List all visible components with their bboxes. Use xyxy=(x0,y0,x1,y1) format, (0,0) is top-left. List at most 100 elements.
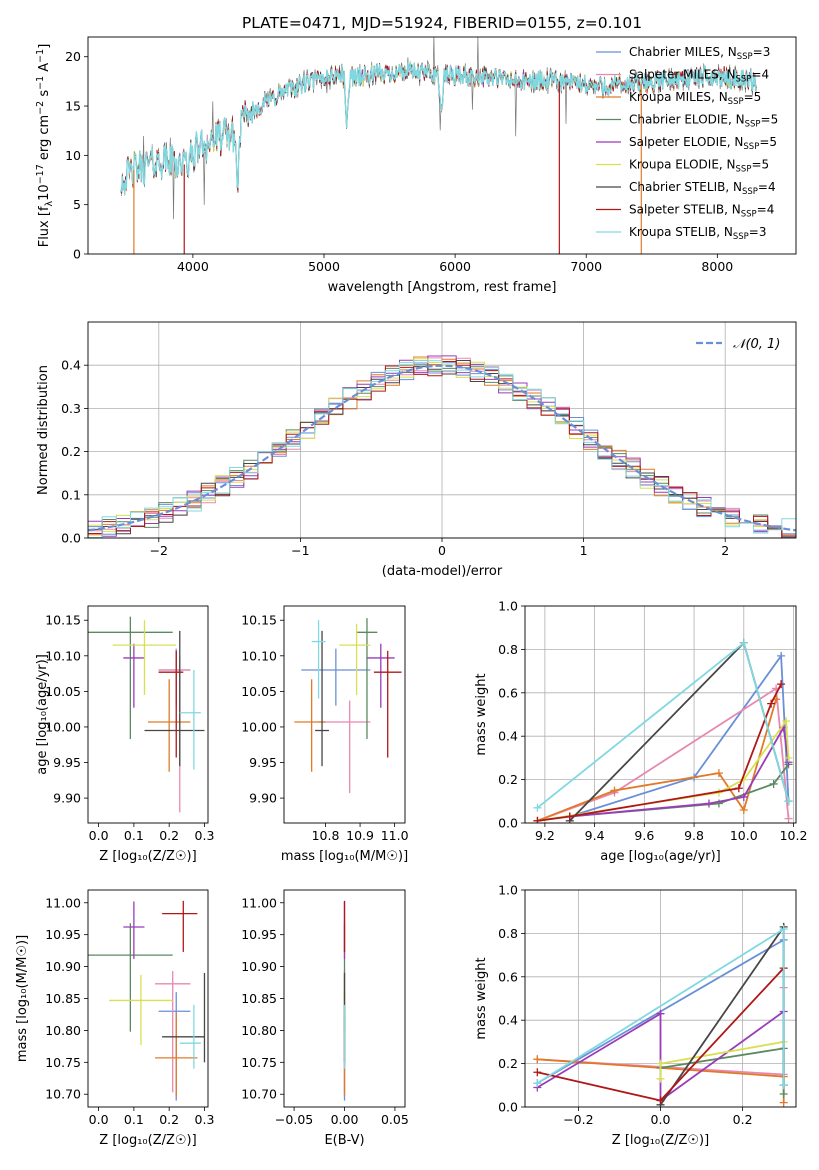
weight-marker xyxy=(779,1081,788,1090)
y-tick-label: 0.2 xyxy=(61,444,81,459)
z-mass-axes: 0.0 0.1 0.2 0.3 10.70 10.75 10.80 10.85 10.90 10.… xyxy=(15,889,215,1148)
legend-model-name: Salpeter MILES xyxy=(629,68,719,82)
z-weight-axes: −0.2 0.0 0.2 0.0 0.2 0.4 0.6 0.8 1.0 Z [log₁₀(Z/Z… xyxy=(474,883,797,1148)
x-tick-label: 6000 xyxy=(439,259,471,274)
errorbar-point xyxy=(179,1004,201,1069)
legend-model-name: Chabrier STELIB xyxy=(629,180,725,194)
y-tick-label: 10.85 xyxy=(241,991,277,1006)
y-tick-label: 0.2 xyxy=(498,772,518,787)
x-tick-label: 2 xyxy=(721,543,729,558)
y-tick-label: 10.75 xyxy=(45,1055,81,1070)
weight-line xyxy=(537,683,782,822)
errorbar-point xyxy=(162,972,206,1063)
y-tick-label: 10.10 xyxy=(45,648,81,663)
z-mass-plot-area xyxy=(88,900,206,1101)
legend-entry: Chabrier STELIB, NSSP=4 xyxy=(629,180,776,197)
y-axis-label: age [log₁₀(age/yr)] xyxy=(35,654,50,775)
y-tick-label: 0.6 xyxy=(498,685,518,700)
legend-model-name: Kroupa STELIB xyxy=(629,225,716,239)
x-tick-label: 10.2 xyxy=(780,828,808,843)
z-age-axes: 0.0 0.1 0.2 0.3 9.90 9.95 10.00 10.05 10.10 10.15… xyxy=(35,605,214,864)
legend-entry: 𝒩(0, 1) xyxy=(733,337,780,352)
x-tick-label: 11.0 xyxy=(381,828,409,843)
weight-marker xyxy=(784,753,793,762)
legend-nssp: 5 xyxy=(762,158,770,172)
legend-entry: Kroupa STELIB, NSSP=3 xyxy=(629,225,767,242)
y-tick-label: 0.0 xyxy=(61,531,81,546)
x-tick-label: 9.8 xyxy=(684,828,704,843)
y-tick-label: 0.4 xyxy=(61,358,81,373)
z-mass-panel: 0.0 0.1 0.2 0.3 10.70 10.75 10.80 10.85 10.90 10.… xyxy=(15,889,215,1148)
errorbar-point xyxy=(123,643,145,708)
errorbar-point xyxy=(311,620,326,699)
errorbar-point xyxy=(109,974,173,1046)
x-tick-label: 0.2 xyxy=(159,1112,179,1127)
residuals-axes: −2 −1 0 1 2 0.0 0.1 0.2 0.3 0.4 (data-model)/error… xyxy=(36,321,797,579)
weight-marker xyxy=(769,779,778,788)
errorbar-point xyxy=(179,670,201,770)
legend-entry: Kroupa MILES, NSSP=5 xyxy=(629,90,761,107)
errorbar-point xyxy=(144,630,205,767)
errorbar-point xyxy=(158,655,191,813)
legend-entry: Salpeter ELODIE, NSSP=5 xyxy=(629,135,777,152)
weight-marker xyxy=(610,786,619,795)
x-tick-label: 7000 xyxy=(570,259,602,274)
weight-series xyxy=(656,922,788,1107)
weight-series xyxy=(533,680,786,823)
weight-marker xyxy=(533,1079,542,1088)
errorbar-point xyxy=(158,648,191,706)
y-tick-label: 10.95 xyxy=(241,927,277,942)
weight-marker xyxy=(656,1096,665,1105)
x-tick-label: 9.6 xyxy=(634,828,654,843)
legend-entry: Chabrier ELODIE, NSSP=5 xyxy=(629,113,778,130)
age-weight-plot-area xyxy=(533,638,793,823)
y-axis-label: mass weight xyxy=(474,957,489,1039)
weight-marker xyxy=(784,797,793,806)
y-tick-label: 9.90 xyxy=(249,791,277,806)
y-axis-label: Normed distribution xyxy=(36,365,51,495)
z-weight-plot-area xyxy=(533,922,788,1107)
weight-marker xyxy=(779,1089,788,1098)
x-axis-label: Z [log₁₀(Z/Z☉)] xyxy=(612,1133,709,1148)
x-tick-label: 0.0 xyxy=(651,1112,671,1127)
weight-marker xyxy=(533,1068,542,1077)
errorbar-point xyxy=(148,679,191,772)
x-tick-label: 0.3 xyxy=(195,1112,215,1127)
y-tick-label: 10.05 xyxy=(45,684,81,699)
mass-age-plot-area xyxy=(294,618,402,794)
x-axis-label: Z [log₁₀(Z/Z☉)] xyxy=(99,1133,196,1148)
y-tick-label: 0 xyxy=(73,247,81,262)
legend-nssp: 3 xyxy=(763,45,771,59)
y-tick-label: 0.8 xyxy=(498,642,518,657)
ebv-mass-panel: −0.05 0.00 0.05 10.70 10.75 10.80 10.85 10.90 10… xyxy=(241,889,409,1148)
weight-marker xyxy=(714,769,723,778)
x-tick-label: 0.2 xyxy=(733,1112,753,1127)
mass-age-axes: 10.8 10.9 11.0 9.90 9.95 10.00 10.05 10.10 10.15… xyxy=(241,605,409,864)
mass-age-frame xyxy=(283,605,406,824)
y-tick-label: 10.15 xyxy=(45,613,81,628)
y-tick-label: 5 xyxy=(73,197,81,212)
y-tick-label: 0.1 xyxy=(61,487,81,502)
weight-line xyxy=(569,641,790,822)
y-tick-label: 10 xyxy=(65,148,81,163)
legend-nssp: 4 xyxy=(762,68,770,82)
y-tick-label: 10.70 xyxy=(241,1087,277,1102)
legend-entry: Salpeter STELIB, NSSP=4 xyxy=(629,203,774,220)
y-tick-label: 10.00 xyxy=(241,719,277,734)
normal-reference-curve xyxy=(88,364,796,532)
x-axis-label: Z [log₁₀(Z/Z☉)] xyxy=(99,849,196,864)
mass-age-panel: 10.8 10.9 11.0 9.90 9.95 10.00 10.05 10.10 10.15… xyxy=(241,605,409,864)
errorbar-point xyxy=(294,679,326,772)
errorbar-point xyxy=(88,923,173,1032)
x-tick-label: 0.2 xyxy=(159,828,179,843)
residual-histogram-line xyxy=(88,360,796,538)
weight-series xyxy=(533,638,793,812)
spectrum-plot-area xyxy=(120,37,757,254)
x-tick-label: 5000 xyxy=(308,259,340,274)
weight-line xyxy=(537,686,790,822)
y-tick-label: 0.3 xyxy=(61,401,81,416)
errorbar-point xyxy=(356,618,378,740)
ebv-mass-axes: −0.05 0.00 0.05 10.70 10.75 10.80 10.85 10.90 10… xyxy=(241,889,409,1148)
weight-line xyxy=(536,1010,785,1103)
